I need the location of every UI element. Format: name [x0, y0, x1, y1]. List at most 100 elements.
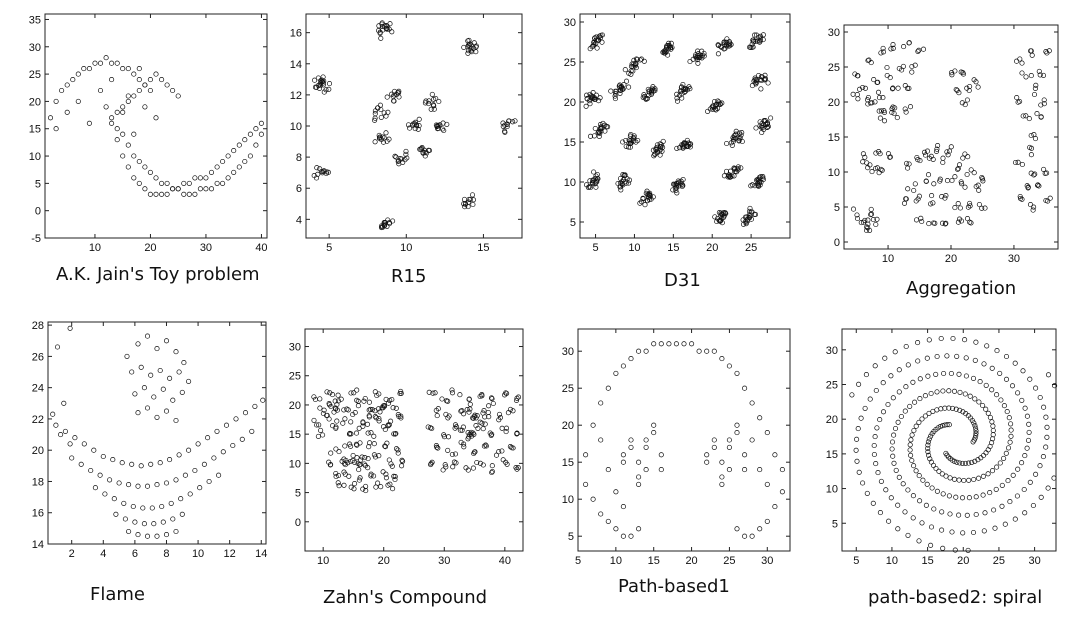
y-tick-label: 5	[568, 531, 574, 543]
data-point	[757, 467, 763, 473]
data-point	[942, 195, 948, 201]
data-point	[860, 84, 866, 91]
data-point	[959, 460, 966, 466]
data-point	[348, 390, 354, 396]
data-point	[724, 140, 730, 147]
data-point	[470, 465, 476, 471]
data-point	[889, 109, 895, 116]
data-point	[1003, 376, 1010, 382]
data-point	[768, 115, 774, 121]
data-point	[990, 423, 996, 429]
data-point	[366, 407, 372, 413]
data-point	[905, 487, 911, 493]
data-point	[894, 115, 900, 121]
x-tick-label: 20	[144, 242, 156, 254]
data-point	[997, 460, 1003, 466]
data-point	[160, 386, 166, 392]
data-point	[905, 165, 911, 171]
data-point	[648, 196, 654, 202]
data-point	[933, 371, 939, 377]
x-tick-label: 30	[200, 242, 212, 254]
data-point	[865, 217, 871, 223]
data-point	[393, 154, 399, 160]
data-point	[860, 219, 867, 225]
data-point	[173, 349, 179, 355]
data-point	[1004, 409, 1010, 415]
data-point	[900, 481, 906, 487]
data-point	[214, 164, 220, 170]
data-point	[1026, 116, 1032, 122]
data-point	[153, 115, 159, 121]
data-point	[915, 358, 921, 364]
data-point	[138, 364, 144, 370]
data-point	[658, 452, 664, 458]
data-point	[433, 95, 439, 102]
data-point	[950, 405, 956, 411]
data-point	[943, 220, 949, 226]
data-point	[64, 109, 70, 115]
data-point	[326, 402, 333, 408]
data-point	[940, 388, 946, 394]
data-point	[334, 418, 340, 424]
data-point	[125, 142, 131, 148]
data-point	[378, 484, 384, 490]
data-point	[862, 85, 868, 91]
data-point	[960, 155, 966, 161]
data-point	[669, 44, 675, 51]
data-point	[597, 95, 603, 101]
data-point	[966, 460, 972, 466]
data-point	[637, 57, 643, 63]
data-point	[636, 526, 642, 532]
data-point	[972, 396, 978, 402]
data-point	[480, 462, 486, 468]
data-point	[380, 27, 386, 33]
data-point	[1024, 445, 1030, 451]
data-point	[348, 419, 354, 425]
data-point	[749, 400, 755, 406]
data-point	[386, 219, 392, 226]
data-point	[513, 465, 519, 471]
data-point	[1036, 183, 1042, 189]
data-point	[324, 412, 330, 418]
data-point	[1043, 444, 1049, 450]
data-point	[901, 200, 908, 206]
data-point	[686, 140, 692, 146]
data-point	[142, 104, 148, 110]
data-point	[718, 43, 724, 49]
data-point	[192, 191, 198, 197]
data-point	[719, 356, 725, 362]
data-point	[973, 79, 979, 85]
data-point	[981, 528, 987, 534]
data-point	[957, 205, 963, 211]
data-point	[114, 126, 120, 132]
data-point	[980, 492, 986, 498]
data-point	[938, 335, 944, 342]
data-point	[329, 392, 336, 398]
data-point	[496, 411, 503, 417]
data-point	[651, 430, 657, 436]
data-point	[170, 397, 176, 403]
data-point	[620, 139, 626, 145]
data-point	[54, 344, 61, 350]
data-point	[120, 66, 126, 72]
data-point	[151, 521, 157, 527]
data-point	[389, 463, 395, 469]
data-point	[1035, 182, 1041, 188]
data-point	[590, 422, 596, 428]
data-point	[1027, 376, 1033, 382]
data-point	[881, 118, 888, 124]
data-point	[341, 482, 347, 488]
data-point	[926, 155, 932, 161]
data-point	[141, 385, 147, 391]
data-point	[316, 85, 323, 91]
data-point	[258, 120, 264, 126]
data-point	[875, 470, 881, 476]
data-point	[386, 457, 392, 463]
data-point	[922, 393, 928, 399]
data-point	[1040, 72, 1047, 78]
data-point	[628, 444, 634, 450]
data-point	[748, 209, 754, 215]
data-point	[599, 125, 605, 131]
data-point	[872, 99, 878, 105]
